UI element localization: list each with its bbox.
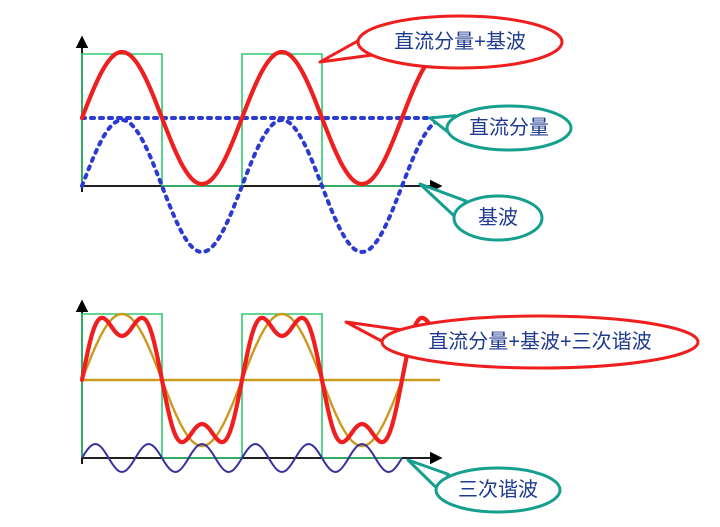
label-third-harmonic: 三次谐波: [436, 468, 560, 512]
label-dc-component: 直流分量: [447, 106, 571, 150]
label-dc-plus-fund-plus-third: 直流分量+基波+三次谐波: [382, 316, 698, 368]
plot-svg: [0, 0, 720, 527]
fourier-diagram: 直流分量+基波 直流分量 基波 直流分量+基波+三次谐波 三次谐波: [0, 0, 720, 527]
label-dc-plus-fundamental: 直流分量+基波: [358, 16, 562, 68]
label-fundamental: 基波: [454, 196, 542, 240]
